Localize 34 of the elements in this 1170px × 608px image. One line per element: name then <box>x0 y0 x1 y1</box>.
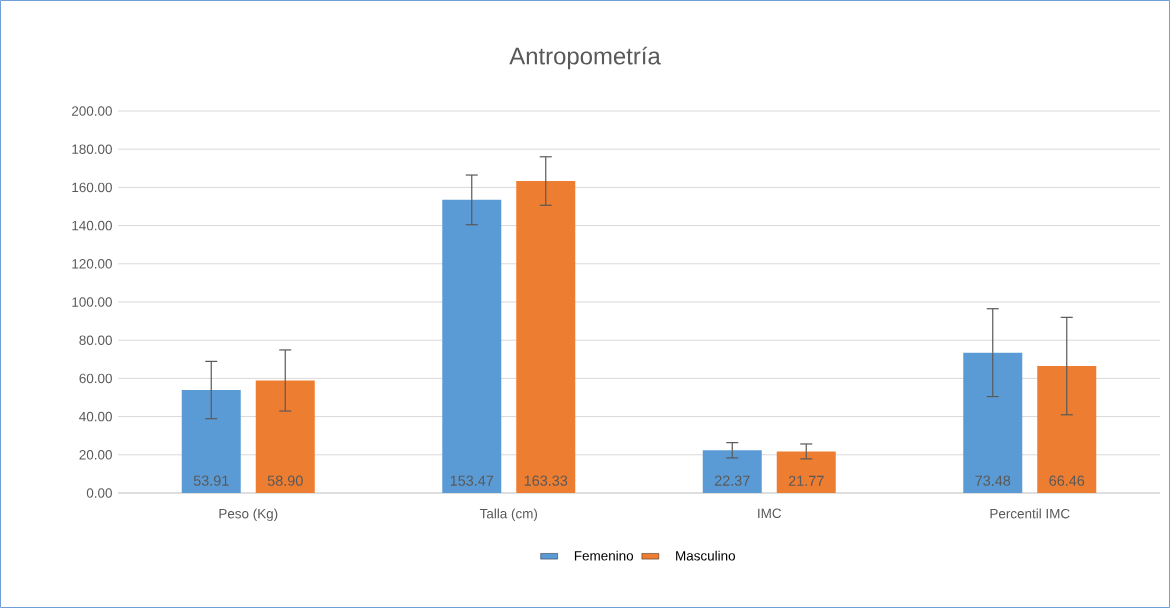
x-tick-label: Talla (cm) <box>479 508 538 522</box>
data-label: 66.46 <box>1049 475 1085 486</box>
y-tick-label: 20.00 <box>79 450 112 460</box>
bar <box>1037 366 1097 493</box>
y-tick-label: 0.00 <box>86 488 112 498</box>
bar <box>776 451 836 493</box>
legend-label: Masculino <box>676 550 736 561</box>
y-tick-label: 100.00 <box>72 297 112 307</box>
bar <box>516 181 576 493</box>
chart-title: Antropometría <box>509 46 661 70</box>
data-label: 73.48 <box>975 475 1011 486</box>
data-label: 21.77 <box>788 475 824 486</box>
bar <box>181 390 241 493</box>
y-tick-label: 120.00 <box>72 259 112 269</box>
y-tick-label: 180.00 <box>72 144 112 154</box>
x-tick-label: Peso (Kg) <box>219 508 278 522</box>
bar <box>702 450 762 493</box>
y-tick-label: 80.00 <box>79 335 112 345</box>
data-label: 163.33 <box>524 475 568 486</box>
data-label: 153.47 <box>450 475 494 486</box>
data-label: 58.90 <box>267 475 303 486</box>
legend-label: Femenino <box>574 550 634 561</box>
y-tick-label: 60.00 <box>79 373 112 384</box>
x-tick-label: Percentil IMC <box>990 508 1070 519</box>
data-label: 53.91 <box>193 475 229 486</box>
bar <box>963 352 1023 493</box>
data-label: 22.37 <box>714 475 750 486</box>
bar <box>442 199 502 493</box>
y-tick-label: 40.00 <box>79 411 112 422</box>
y-tick-label: 140.00 <box>72 220 112 231</box>
bar <box>255 380 315 493</box>
y-tick-label: 160.00 <box>72 182 112 193</box>
x-tick-label: IMC <box>758 508 782 519</box>
y-tick-label: 200.00 <box>72 106 112 116</box>
